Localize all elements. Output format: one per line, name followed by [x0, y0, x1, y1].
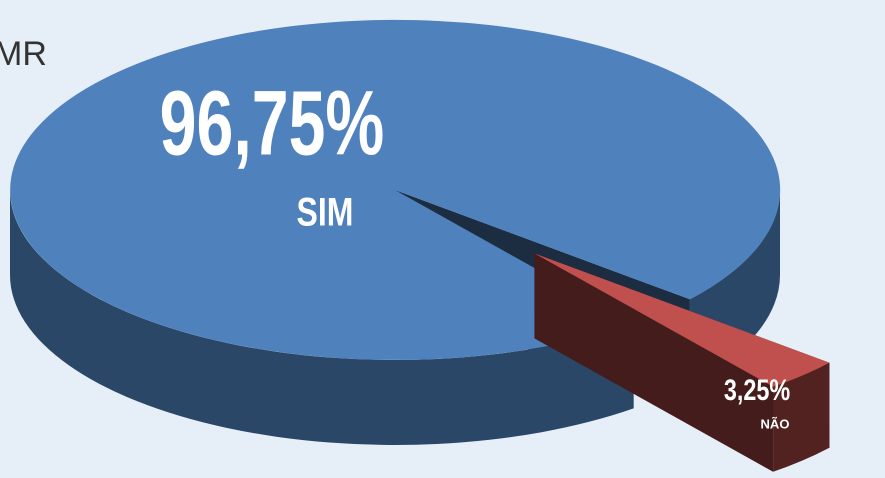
value-label: 3,25%	[724, 373, 790, 406]
pie-slice	[10, 19, 781, 360]
slice-side	[10, 190, 634, 445]
pie-slice	[534, 253, 830, 387]
chart-title: MR	[0, 35, 47, 73]
slice-face	[534, 253, 774, 472]
slice-side	[773, 362, 830, 472]
category-label: NÃO	[761, 416, 790, 431]
category-label: SIM	[297, 189, 354, 234]
value-label: 96,75%	[160, 71, 385, 174]
pie	[10, 19, 830, 472]
